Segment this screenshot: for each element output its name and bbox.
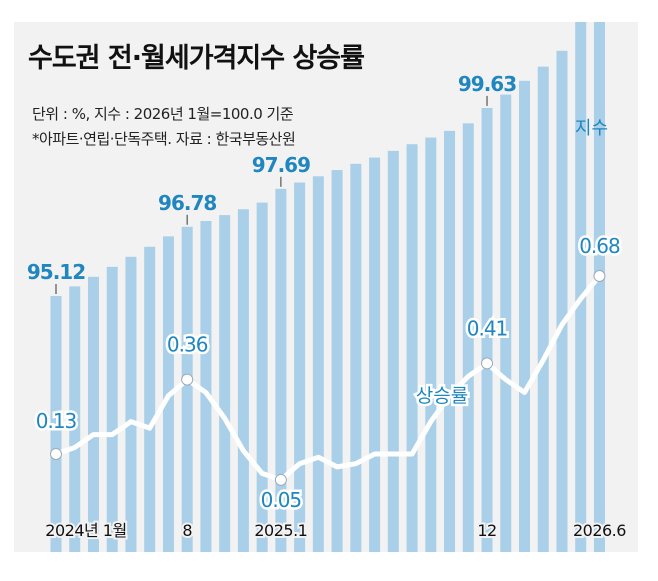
index-bar bbox=[312, 176, 324, 552]
bar-value-label: 95.12 bbox=[27, 260, 85, 284]
x-tick-label: 2026.6 bbox=[573, 521, 626, 540]
index-bar bbox=[369, 157, 381, 552]
chart-title: 수도권 전·월세가격지수 상승률 bbox=[28, 43, 365, 74]
rate-line bbox=[53, 273, 602, 483]
index-bar bbox=[181, 226, 193, 552]
index-bar bbox=[144, 246, 156, 552]
index-bar bbox=[350, 163, 362, 552]
bar-value-label: 96.78 bbox=[158, 191, 216, 215]
index-bar bbox=[237, 209, 249, 552]
index-bar bbox=[575, 22, 587, 552]
index-bar bbox=[593, 22, 605, 552]
rate-value-label: 0.68 bbox=[579, 234, 620, 258]
index-bar bbox=[519, 80, 530, 552]
index-bar bbox=[219, 215, 231, 552]
index-bar bbox=[444, 130, 456, 552]
index-bar bbox=[275, 188, 287, 552]
rate-point bbox=[481, 357, 494, 370]
rate-value-label: 0.05 bbox=[261, 488, 302, 512]
rate-value-label: 0.36 bbox=[167, 333, 208, 357]
bar-value-label: 99.63 bbox=[458, 72, 516, 96]
index-bar bbox=[200, 220, 212, 552]
index-bar bbox=[50, 296, 62, 552]
index-bar bbox=[556, 50, 568, 552]
index-bar bbox=[87, 276, 99, 552]
source-note: *아파트·연립·단독주택. 자료 : 한국부동산원 bbox=[32, 130, 296, 148]
x-tick-label: 12 bbox=[477, 521, 496, 540]
x-tick-label: 8 bbox=[182, 521, 192, 540]
rate-point bbox=[593, 270, 606, 283]
index-bar bbox=[500, 94, 512, 552]
unit-note: 단위 : %, 지수 : 2026년 1월=100.0 기준 bbox=[32, 105, 294, 123]
index-bar bbox=[537, 66, 549, 552]
index-bar bbox=[125, 256, 137, 552]
index-bar bbox=[406, 144, 418, 552]
index-bar bbox=[387, 150, 399, 552]
index-bar bbox=[294, 182, 306, 552]
index-bar bbox=[425, 137, 437, 552]
index-bar bbox=[462, 123, 474, 552]
bar-value-label: 97.69 bbox=[252, 153, 310, 177]
rate-point bbox=[274, 473, 287, 486]
index-bar bbox=[69, 286, 81, 552]
index-bar bbox=[106, 266, 118, 552]
x-tick-label: 2024년 1월 bbox=[45, 521, 126, 540]
line-series-name: 상승률 bbox=[416, 385, 468, 407]
rate-point bbox=[50, 448, 62, 460]
x-tick-label: 2025.1 bbox=[254, 521, 307, 540]
rate-point bbox=[181, 373, 194, 386]
index-bar bbox=[256, 202, 268, 552]
rate-value-label: 0.41 bbox=[467, 316, 508, 340]
index-bar bbox=[331, 170, 343, 552]
rate-value-label: 0.13 bbox=[36, 409, 77, 433]
index-bar bbox=[481, 107, 493, 552]
bar-series-name: 지수 bbox=[575, 118, 608, 139]
